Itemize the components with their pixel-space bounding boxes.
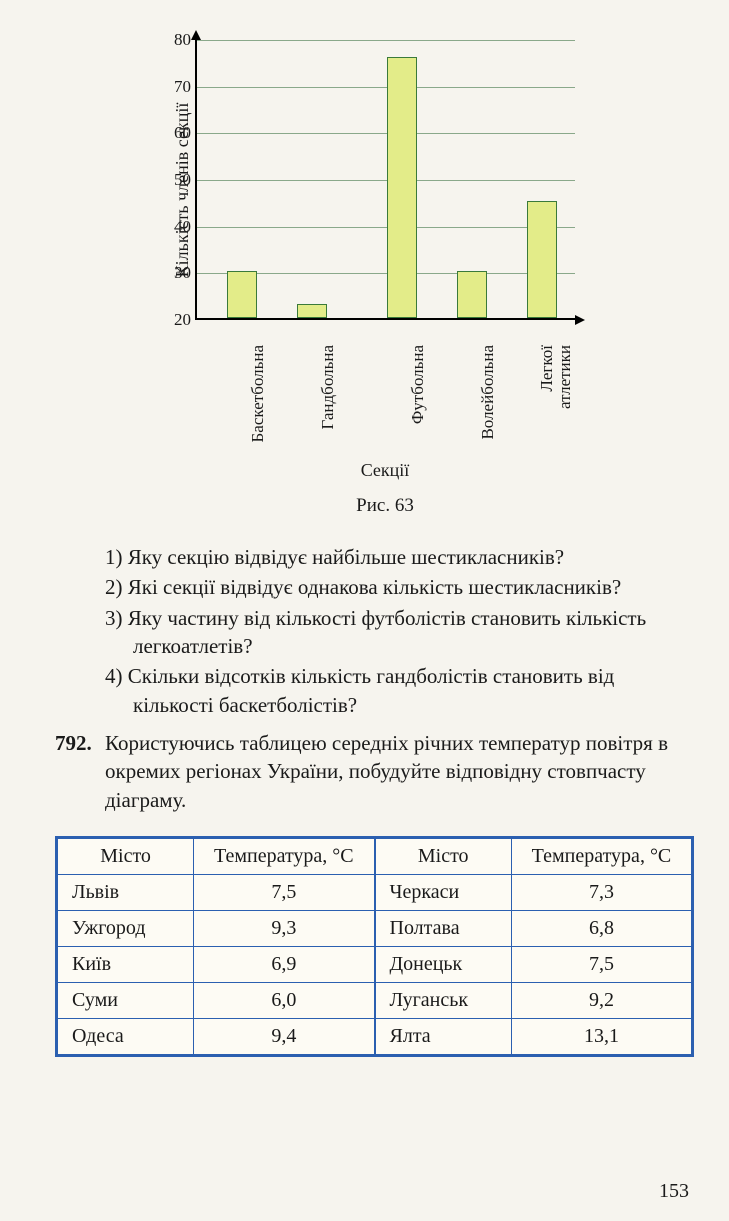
grid-line [197,180,575,181]
table-header-city: Місто [58,839,194,875]
question-item: 1) Яку секцію відвідує найбільше шестикл… [105,543,694,571]
category-label: Волейбольна [478,345,498,440]
chart-bar [387,57,417,318]
temperature-cell: 9,4 [194,1019,374,1055]
question-item: 3) Яку частину від кількості футболістів… [105,604,694,661]
grid-line [197,40,575,41]
chart-plot [195,40,575,320]
table-row: Полтава6,8 [375,911,692,947]
city-cell: Київ [58,947,194,983]
table-row: Одеса9,4 [58,1019,375,1055]
temperature-table-left: Місто Температура, °C Львів7,5Ужгород9,3… [57,838,375,1055]
category-label: Гандбольна [318,345,338,430]
temperature-cell: 7,3 [511,875,691,911]
city-cell: Одеса [58,1019,194,1055]
table-row: Київ6,9 [58,947,375,983]
table-row: Черкаси7,3 [375,875,692,911]
category-label: Легкоїатлетики [538,345,574,409]
y-tick-label: 20 [165,310,191,330]
temperature-cell: 9,3 [194,911,374,947]
table-row: Ужгород9,3 [58,911,375,947]
temperature-table-right: Місто Температура, °C Черкаси7,3Полтава6… [375,838,693,1055]
temperature-cell: 7,5 [511,947,691,983]
grid-line [197,87,575,88]
city-cell: Ужгород [58,911,194,947]
question-item: 2) Які секції відвідує однакова кількіст… [105,573,694,601]
city-cell: Полтава [375,911,511,947]
temperature-cell: 6,9 [194,947,374,983]
category-label: Футбольна [408,345,428,424]
y-tick-label: 50 [165,170,191,190]
y-tick-label: 80 [165,30,191,50]
y-tick-label: 30 [165,263,191,283]
y-axis-arrow-icon [191,30,201,40]
y-tick-label: 60 [165,123,191,143]
task-792: 792. Користуючись таблицею середніх річн… [55,729,694,814]
y-tick-label: 70 [165,77,191,97]
city-cell: Суми [58,983,194,1019]
temperature-cell: 9,2 [511,983,691,1019]
table-row: Донецьк7,5 [375,947,692,983]
figure-caption: Рис. 63 [195,495,575,517]
table-header-temp: Температура, °C [194,839,374,875]
table-header-city: Місто [375,839,511,875]
table-row: Ялта13,1 [375,1019,692,1055]
table-row: Луганськ9,2 [375,983,692,1019]
x-axis-arrow-icon [575,315,585,325]
grid-line [197,133,575,134]
task-number: 792. [55,729,105,814]
table-header-temp: Температура, °C [511,839,691,875]
chart-bar [227,271,257,318]
chart-bar [527,201,557,318]
question-item: 4) Скільки відсотків кількість гандболіс… [105,662,694,719]
task-text: Користуючись таблицею середніх річних те… [105,729,694,814]
city-cell: Львів [58,875,194,911]
question-list: 1) Яку секцію відвідує найбільше шестикл… [105,543,694,719]
temperature-cell: 6,0 [194,983,374,1019]
y-tick-label: 40 [165,217,191,237]
table-row: Львів7,5 [58,875,375,911]
chart-area: Кількість членів секції 20304050607080 [145,40,585,340]
page-number: 153 [659,1180,689,1203]
chart-bar [297,304,327,318]
grid-line [197,227,575,228]
chart-category-labels: Баскетбольна Гандбольна Футбольна Волейболь… [195,340,575,470]
city-cell: Донецьк [375,947,511,983]
table-row: Суми6,0 [58,983,375,1019]
city-cell: Ялта [375,1019,511,1055]
city-cell: Луганськ [375,983,511,1019]
temperature-cell: 7,5 [194,875,374,911]
temperature-table: Місто Температура, °C Львів7,5Ужгород9,3… [55,836,694,1057]
temperature-cell: 13,1 [511,1019,691,1055]
city-cell: Черкаси [375,875,511,911]
temperature-cell: 6,8 [511,911,691,947]
category-label: Баскетбольна [248,345,268,442]
chart-bar [457,271,487,318]
bar-chart: Кількість членів секції 20304050607080 Б… [145,40,694,517]
